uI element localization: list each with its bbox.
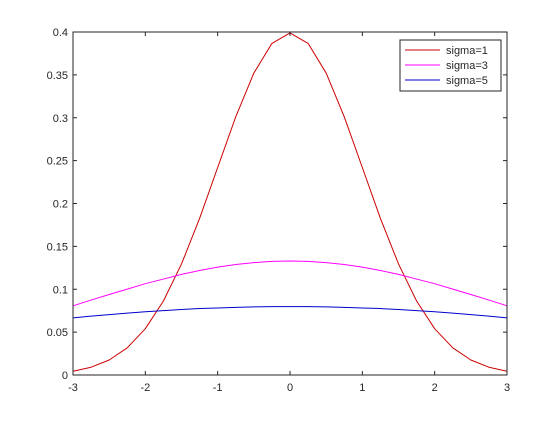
legend[interactable]: sigma=1 sigma=3 sigma=5 (399, 39, 502, 92)
x-tick-label: 3 (504, 382, 510, 394)
series-line (72, 260, 508, 307)
y-tick-label: 0.05 (47, 327, 68, 339)
x-tick-label: 1 (359, 382, 365, 394)
x-tick-label: -1 (213, 382, 223, 394)
x-tick-label: 0 (287, 382, 293, 394)
x-tick-label: 2 (432, 382, 438, 394)
y-tick-label: 0.4 (53, 27, 68, 39)
x-tick-label: -3 (68, 382, 78, 394)
y-axis: 0 0.05 0.1 0.15 0.2 0.25 0.3 0.35 0.4 (47, 27, 507, 382)
y-tick-label: 0.35 (47, 70, 68, 82)
legend-label: sigma=1 (446, 45, 488, 57)
x-tick-label: -2 (140, 382, 150, 394)
y-tick-label: 0 (62, 370, 68, 382)
y-tick-label: 0.25 (47, 156, 68, 168)
series-line (72, 306, 508, 319)
y-tick-label: 0.2 (53, 199, 68, 211)
legend-label: sigma=5 (446, 75, 488, 87)
y-tick-label: 0.3 (53, 113, 68, 125)
x-axis: -3 -2 -1 0 1 2 3 (68, 32, 510, 394)
y-tick-label: 0.15 (47, 241, 68, 253)
legend-label: sigma=3 (446, 60, 488, 72)
y-tick-label: 0.1 (53, 284, 68, 296)
